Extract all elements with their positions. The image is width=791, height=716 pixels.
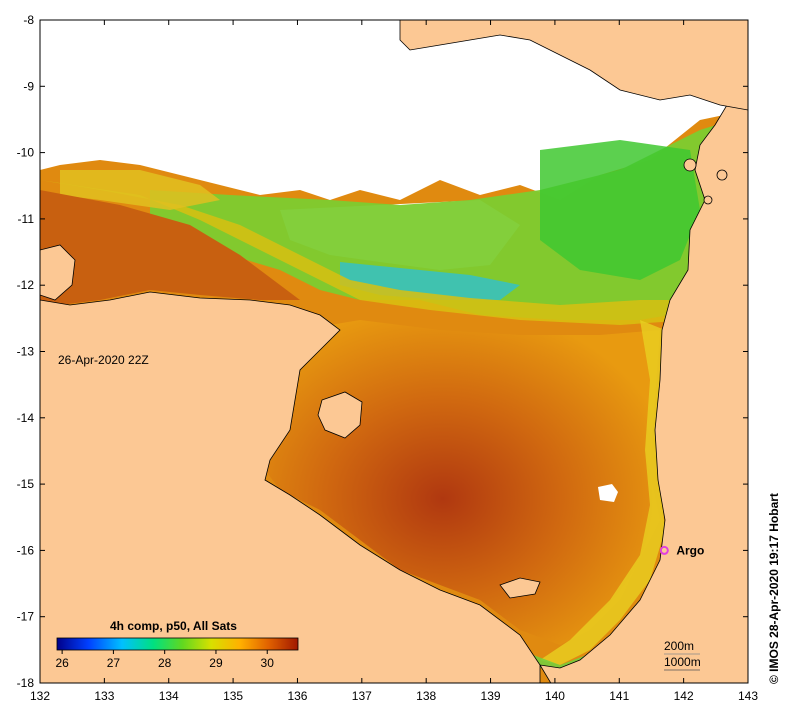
colorbar-tick-label: 30: [261, 656, 275, 670]
y-tick-label: -12: [17, 278, 35, 292]
y-tick-label: -14: [17, 411, 35, 425]
contour-200m-label: 200m: [664, 639, 694, 653]
sst-east-rim: [540, 320, 665, 665]
y-tick-label: -17: [17, 610, 35, 624]
colorbar-title: 4h comp, p50, All Sats: [110, 619, 237, 633]
colorbar-ticks: 26 27 28 29 30: [55, 650, 274, 670]
y-tick-label: -11: [18, 212, 35, 226]
x-tick-label: 135: [223, 689, 243, 703]
y-tick-label: -16: [17, 543, 35, 557]
map-content: [40, 20, 748, 683]
land-cape-york: [539, 89, 748, 683]
x-tick-label: 132: [30, 689, 50, 703]
timestamp-label: 26-Apr-2020 22Z: [58, 353, 149, 367]
x-axis: 132 133 134 135 136 137 138 139 140 141 142 143: [30, 20, 758, 703]
x-tick-label: 138: [416, 689, 436, 703]
argo-marker-group: Argo: [659, 543, 704, 557]
colorbar-tick-label: 28: [158, 656, 172, 670]
y-tick-label: -10: [17, 146, 35, 160]
land-torres-island-1: [683, 158, 697, 172]
colorbar-tick-label: 29: [209, 656, 223, 670]
argo-label: Argo: [676, 543, 704, 557]
sst-yellow-band: [40, 180, 700, 325]
y-tick-label: -8: [23, 13, 34, 27]
contour-1000m-label: 1000m: [664, 655, 701, 669]
colorbar-ramp: [56, 637, 299, 651]
land-west-islands: [40, 244, 76, 301]
land-torres-island-3: [703, 195, 713, 205]
colorbar-tick-label: 27: [107, 656, 121, 670]
x-tick-label: 141: [609, 689, 629, 703]
land-mornington-island: [499, 577, 541, 599]
x-tick-label: 134: [159, 689, 179, 703]
x-tick-label: 137: [352, 689, 372, 703]
argo-marker: [659, 545, 669, 555]
sst-warm-west: [40, 190, 300, 305]
y-tick-label: -13: [17, 345, 35, 359]
colorbar-tick-label: 26: [55, 656, 69, 670]
x-tick-label: 140: [545, 689, 565, 703]
y-tick-label: -18: [17, 676, 35, 690]
sst-green-right: [540, 140, 700, 280]
cloud-gap-gulf: [598, 484, 618, 502]
x-tick-label: 143: [738, 689, 758, 703]
y-axis: -8 -9 -10 -11 -12 -13 -14 -15 -16 -17 -18: [17, 13, 748, 690]
y-tick-label: -9: [23, 79, 34, 93]
x-tick-label: 139: [481, 689, 501, 703]
sst-gulf: [265, 320, 660, 645]
sst-yellow-upper-left: [60, 170, 220, 210]
land-groote-eylandt: [317, 391, 363, 439]
land-new-guinea: [399, 20, 748, 111]
x-tick-label: 133: [94, 689, 114, 703]
land-torres-island-2: [716, 169, 728, 181]
y-tick-label: -15: [17, 477, 35, 491]
land-arnhem-land: [40, 291, 541, 683]
credit-label: © IMOS 28-Apr-2020 19:17 Hobart: [767, 493, 781, 684]
colorbar: 4h comp, p50, All Sats 26 27 28 29 30: [55, 619, 299, 670]
x-tick-label: 136: [287, 689, 307, 703]
contour-legend: 200m 1000m: [664, 639, 701, 671]
x-tick-label: 142: [674, 689, 694, 703]
